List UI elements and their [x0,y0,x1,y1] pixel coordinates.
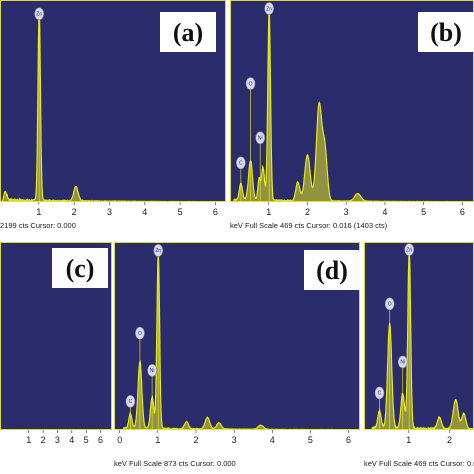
status-readout: keV Full Scale 873 cts Cursor: 0.000 [114,459,236,468]
peak-marker [125,395,136,408]
x-tick-label: 6 [346,435,351,445]
peak-marker-label: Ni [150,368,155,374]
peak-marker [404,243,415,256]
x-tick-label: 2 [72,207,77,217]
spectrum-fill [114,253,360,430]
panel-label: (d) [316,256,348,285]
peak-marker [34,7,44,21]
x-tick-label: 2 [41,435,46,445]
x-tick-label: 3 [232,435,237,445]
x-tick-label: 5 [421,207,426,217]
x-tick-label: 0 [117,435,122,445]
x-tick-label: 3 [55,435,60,445]
peak-marker-label: C [378,391,382,397]
status-readout: keV Full Scale 469 cts Cursor: 0.016 (15… [364,459,474,468]
peak-marker-label: Zn [406,247,412,253]
peak-marker [264,2,274,15]
peak-marker [147,364,157,377]
x-tick-label: 4 [270,435,275,445]
x-tick-label: 6 [213,207,218,217]
peak-marker [135,326,145,340]
peak-marker-label: O [388,302,392,308]
x-tick-label: 1 [36,207,41,217]
peak-marker-label: Ni [400,360,405,366]
peak-marker [397,355,408,369]
x-tick-label: 5 [178,207,183,217]
x-tick-label: 5 [308,435,313,445]
panel-label-box [304,250,360,290]
x-tick-label: 3 [107,207,112,217]
x-tick-label: 6 [98,435,103,445]
panel-label-box [160,12,216,52]
spectrum-fill [364,250,474,430]
peak-marker [245,77,256,90]
status-readout: keV Full Scale 469 cts Cursor: 0.016 (14… [230,221,388,230]
x-tick-label: 6 [460,207,465,217]
x-tick-label: 5 [84,435,89,445]
peak-marker-label: C [129,399,133,405]
peak-marker [255,131,266,145]
x-tick-label: 2 [305,207,310,217]
x-tick-label: 1 [26,435,31,445]
spectrum-panel: C O Ni Zn 1 2 keV Full Scale 469 cts Cursor: 0… [364,242,474,468]
x-tick-label: 4 [382,207,387,217]
peak-marker-label: Zn [36,12,42,18]
plot-frame [0,242,112,430]
x-tick-label: 4 [69,435,74,445]
panel-label-box [52,248,108,288]
peak-marker [153,244,164,257]
panel-label: (b) [430,18,462,47]
peak-marker-label: Ni [258,136,263,142]
x-tick-label: 2 [193,435,198,445]
peak-marker-label: C [239,161,243,167]
peak-marker-label: O [249,81,253,87]
plot-area [364,242,474,430]
spectrum-panel: C O Ni Zn 1 2 3 4 5 6 keV Full Scale 469 cts Curso… [230,0,474,230]
peak-marker [374,386,385,400]
peak-marker [384,297,395,311]
x-tick-label: 1 [266,207,271,217]
x-tick-label: 2 [447,435,452,445]
peak-marker-label: Zn [266,6,272,12]
status-readout: 2199 cts Cursor: 0.000 [0,221,76,230]
spectrum-panel: Zn 1 2 3 4 5 6 2199 cts Cursor: 0.000 (a) [0,0,226,230]
panel-label-box [418,12,474,52]
x-tick-label: 1 [406,435,411,445]
x-tick-label: 4 [142,207,147,217]
spectrum-panel: 1 2 3 4 5 6 (c) [0,242,112,445]
x-tick-label: 1 [155,435,160,445]
spectrum-panel: C O Ni Zn 0 1 2 3 4 5 6 keV Full Scale 873 cts Curs… [114,242,360,468]
panel-label: (c) [66,254,95,283]
peak-marker-label: Zn [155,248,161,254]
peak-marker-label: O [138,331,142,337]
peak-marker [236,156,246,170]
x-tick-label: 3 [344,207,349,217]
panel-label: (a) [173,18,203,47]
